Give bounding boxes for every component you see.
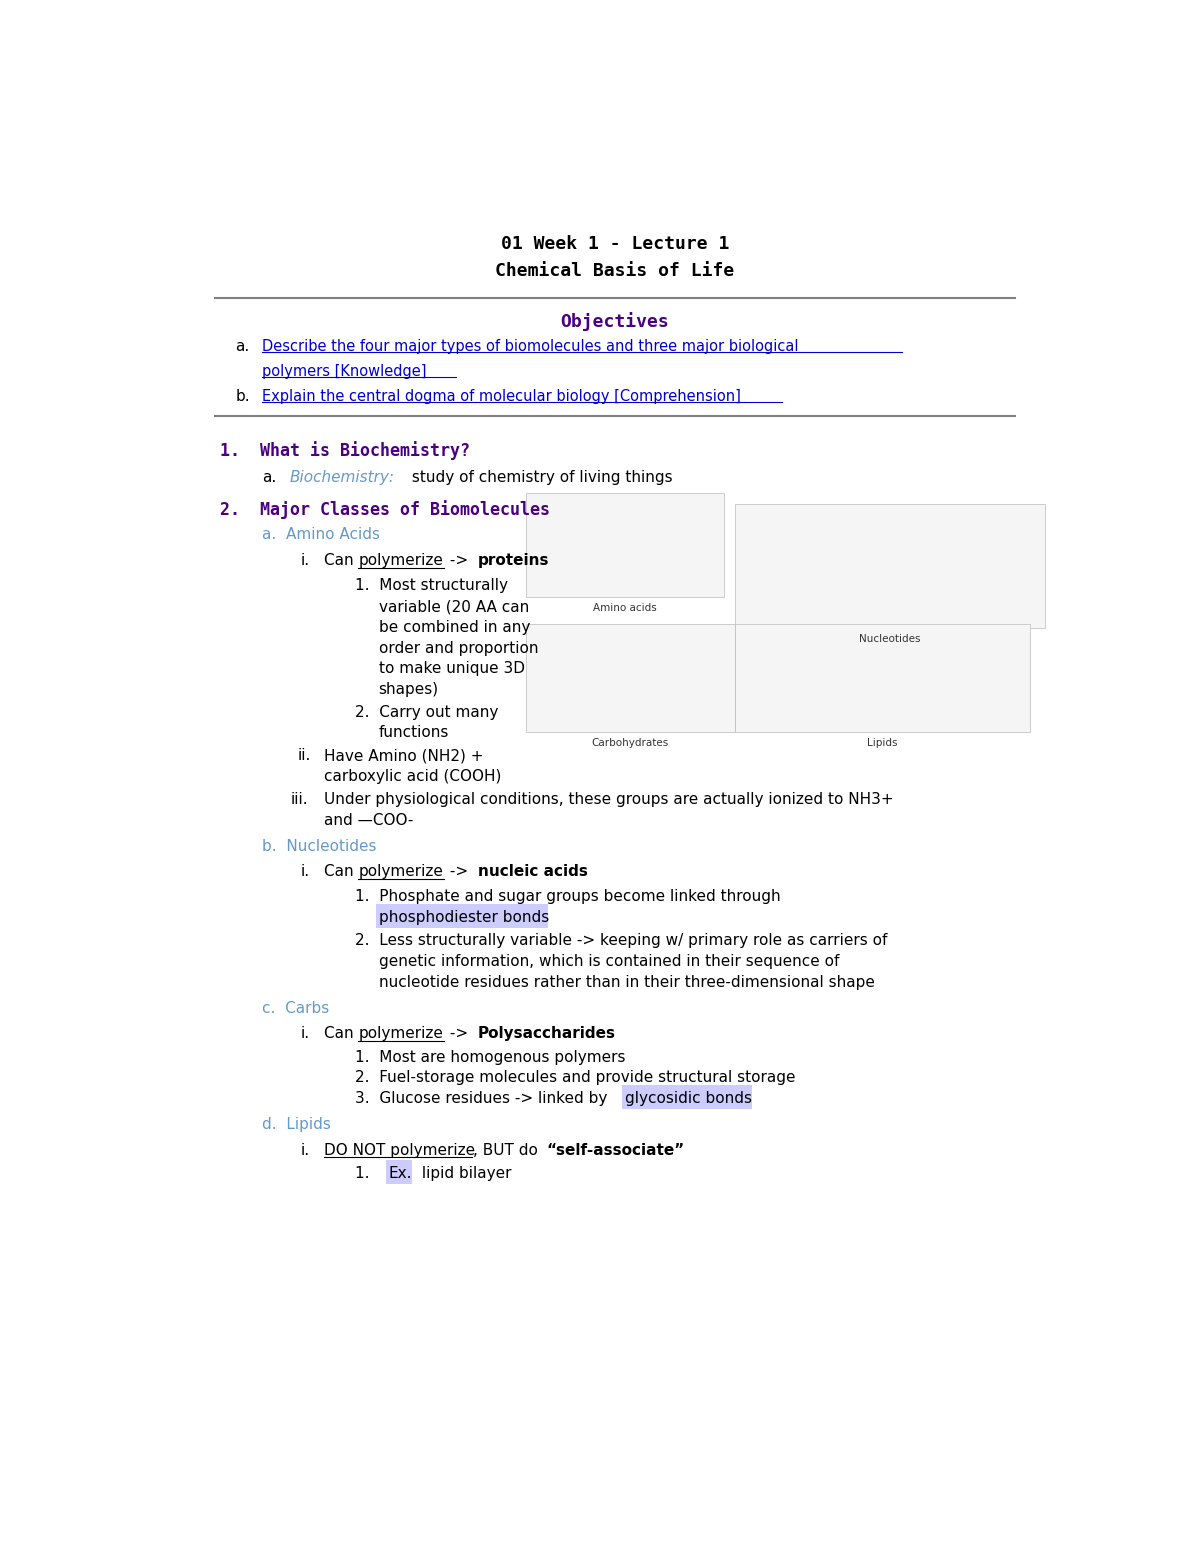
Text: Nucleotides: Nucleotides: [859, 634, 920, 644]
Text: 1.  Most are homogenous polymers: 1. Most are homogenous polymers: [355, 1050, 626, 1064]
FancyBboxPatch shape: [526, 492, 724, 596]
Text: 2.  Less structurally variable -> keeping w/ primary role as carriers of: 2. Less structurally variable -> keeping…: [355, 933, 888, 949]
Text: b.: b.: [235, 388, 250, 404]
Text: Can: Can: [324, 863, 359, 879]
Text: polymers [Knowledge]: polymers [Knowledge]: [263, 365, 427, 379]
Text: c.  Carbs: c. Carbs: [263, 1002, 330, 1016]
FancyBboxPatch shape: [526, 624, 736, 731]
Text: be combined in any: be combined in any: [379, 620, 530, 635]
Text: functions: functions: [379, 725, 449, 741]
Text: Ex.: Ex.: [389, 1166, 413, 1180]
Text: Biochemistry:: Biochemistry:: [289, 471, 395, 486]
Text: phosphodiester bonds: phosphodiester bonds: [379, 910, 548, 926]
Text: i.: i.: [301, 1027, 311, 1042]
Text: Can: Can: [324, 1027, 359, 1042]
Text: carboxylic acid (COOH): carboxylic acid (COOH): [324, 769, 502, 784]
Text: i.: i.: [301, 553, 311, 568]
Text: Chemical Basis of Life: Chemical Basis of Life: [496, 262, 734, 280]
Text: Lipids: Lipids: [868, 738, 898, 747]
Text: to make unique 3D: to make unique 3D: [379, 662, 524, 677]
Text: 01 Week 1 - Lecture 1: 01 Week 1 - Lecture 1: [500, 235, 730, 253]
Text: a.: a.: [235, 339, 250, 354]
Text: and —COO-: and —COO-: [324, 814, 414, 828]
Text: nucleic acids: nucleic acids: [478, 863, 588, 879]
Text: d.  Lipids: d. Lipids: [263, 1117, 331, 1132]
FancyBboxPatch shape: [736, 505, 1045, 627]
Text: polymerize: polymerize: [359, 1027, 443, 1042]
Text: lipid bilayer: lipid bilayer: [416, 1166, 511, 1180]
Text: ii.: ii.: [298, 749, 311, 764]
Text: Under physiological conditions, these groups are actually ionized to NH3+: Under physiological conditions, these gr…: [324, 792, 894, 808]
Text: polymerize: polymerize: [359, 863, 443, 879]
Text: Amino acids: Amino acids: [593, 603, 656, 613]
Text: iii.: iii.: [292, 792, 308, 808]
Text: Objectives: Objectives: [560, 312, 670, 331]
Text: nucleotide residues rather than in their three-dimensional shape: nucleotide residues rather than in their…: [379, 975, 875, 989]
Text: 3.  Glucose residues -> linked by: 3. Glucose residues -> linked by: [355, 1092, 613, 1106]
Text: Describe the four major types of biomolecules and three major biological: Describe the four major types of biomole…: [263, 339, 799, 354]
Text: i.: i.: [301, 863, 311, 879]
Text: Polysaccharides: Polysaccharides: [478, 1027, 616, 1042]
Text: Carbohydrates: Carbohydrates: [592, 738, 670, 747]
Text: 1.: 1.: [355, 1166, 379, 1180]
Text: b.  Nucleotides: b. Nucleotides: [263, 839, 377, 854]
Text: Have Amino (NH2) +: Have Amino (NH2) +: [324, 749, 484, 764]
FancyBboxPatch shape: [376, 904, 547, 927]
Text: i.: i.: [301, 1143, 311, 1157]
Text: 1.  What is Biochemistry?: 1. What is Biochemistry?: [220, 441, 469, 460]
Text: shapes): shapes): [379, 682, 439, 697]
Text: a.: a.: [263, 471, 277, 486]
FancyBboxPatch shape: [736, 624, 1030, 731]
Text: glycosidic bonds: glycosidic bonds: [625, 1092, 752, 1106]
Text: , BUT do: , BUT do: [473, 1143, 542, 1157]
Text: a.  Amino Acids: a. Amino Acids: [263, 528, 380, 542]
Text: ->: ->: [445, 553, 473, 568]
Text: 2.  Fuel-storage molecules and provide structural storage: 2. Fuel-storage molecules and provide st…: [355, 1070, 796, 1086]
Text: 2.  Carry out many: 2. Carry out many: [355, 705, 499, 719]
Text: 2.  Major Classes of Biomolecules: 2. Major Classes of Biomolecules: [220, 500, 550, 519]
Text: Can: Can: [324, 553, 359, 568]
FancyBboxPatch shape: [622, 1086, 752, 1109]
Text: genetic information, which is contained in their sequence of: genetic information, which is contained …: [379, 954, 839, 969]
Text: Explain the central dogma of molecular biology [Comprehension]: Explain the central dogma of molecular b…: [263, 388, 742, 404]
Text: 1.  Most structurally: 1. Most structurally: [355, 578, 509, 593]
Text: ->: ->: [445, 863, 473, 879]
Text: “self-associate”: “self-associate”: [547, 1143, 685, 1157]
Text: polymerize: polymerize: [359, 553, 443, 568]
Text: study of chemistry of living things: study of chemistry of living things: [407, 471, 673, 486]
Text: variable (20 AA can: variable (20 AA can: [379, 599, 529, 613]
Text: 1.  Phosphate and sugar groups become linked through: 1. Phosphate and sugar groups become lin…: [355, 888, 781, 904]
Text: ->: ->: [445, 1027, 473, 1042]
Text: proteins: proteins: [478, 553, 550, 568]
Text: DO NOT polymerize: DO NOT polymerize: [324, 1143, 475, 1157]
FancyBboxPatch shape: [385, 1160, 412, 1183]
Text: order and proportion: order and proportion: [379, 641, 538, 655]
